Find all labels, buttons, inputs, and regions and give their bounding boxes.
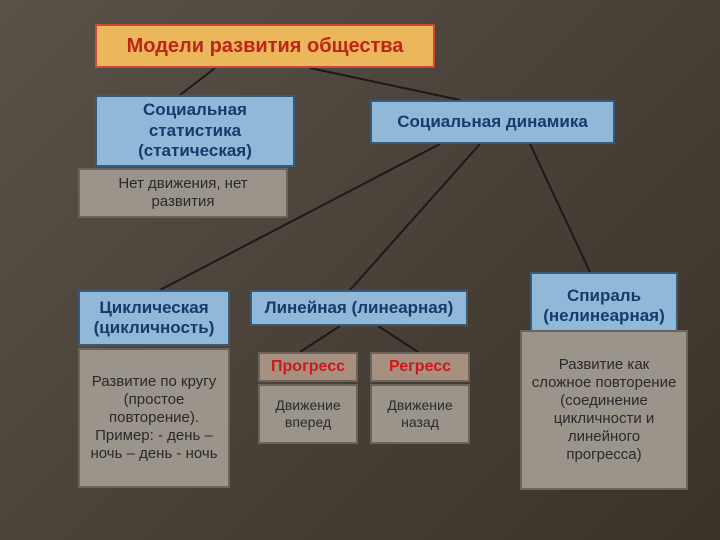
node-progress-desc: Движение вперед: [258, 384, 358, 444]
node-label: Линейная (линеарная): [265, 298, 454, 318]
title-text: Модели развития общества: [127, 34, 404, 58]
node-cyclic-desc: Развитие по кругу (простое повторение). …: [78, 348, 230, 488]
node-regress: Регресс: [370, 352, 470, 382]
node-label: Социальная динамика: [397, 112, 588, 132]
node-spiral-desc: Развитие как сложное повторение (соедине…: [520, 330, 688, 490]
node-cyclic: Циклическая (цикличность): [78, 290, 230, 346]
node-regress-desc: Движение назад: [370, 384, 470, 444]
node-label: Социальная статистика (статическая): [105, 100, 285, 161]
node-linear: Линейная (линеарная): [250, 290, 468, 326]
node-label: Нет движения, нет развития: [88, 175, 278, 211]
node-label: Спираль (нелинеарная): [540, 286, 668, 327]
node-label: Циклическая (цикличность): [88, 298, 220, 339]
node-progress: Прогресс: [258, 352, 358, 382]
node-label: Прогресс: [271, 357, 345, 376]
diagram-title: Модели развития общества: [95, 24, 435, 68]
node-label: Развитие как сложное повторение (соедине…: [530, 356, 678, 464]
node-label: Регресс: [389, 357, 451, 376]
node-label: Движение вперед: [268, 397, 348, 431]
node-no-movement: Нет движения, нет развития: [78, 168, 288, 218]
node-label: Развитие по кругу (простое повторение). …: [88, 373, 220, 463]
node-social-static: Социальная статистика (статическая): [95, 95, 295, 167]
node-label: Движение назад: [380, 397, 460, 431]
node-social-dynamic: Социальная динамика: [370, 100, 615, 144]
